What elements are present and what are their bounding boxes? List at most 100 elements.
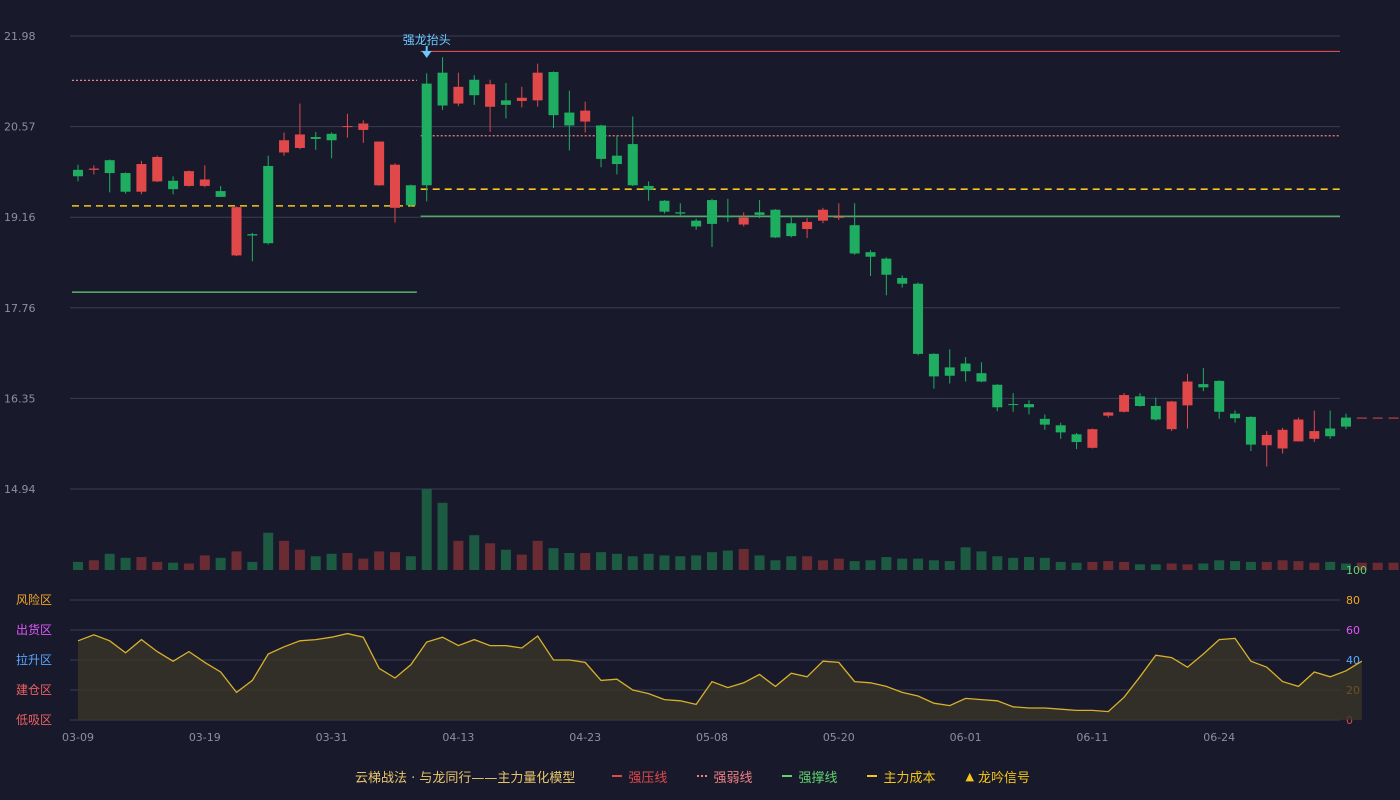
- volume-bar: [707, 552, 717, 570]
- candle-body: [294, 134, 305, 148]
- x-tick-label: 04-23: [569, 731, 601, 744]
- legend-item-support: 强撑线: [782, 767, 837, 786]
- volume-bar: [1055, 561, 1066, 570]
- candle-body: [152, 156, 163, 182]
- candle-body: [817, 209, 828, 221]
- volume-bar: [675, 556, 686, 570]
- volume-bar: [897, 558, 908, 570]
- volume-bar: [104, 553, 115, 570]
- candle-body: [802, 221, 813, 230]
- volume-bar: [374, 551, 385, 570]
- volume-bar: [1293, 561, 1304, 570]
- volume-bar: [1372, 562, 1383, 570]
- indicator-zone-label: 风险区: [16, 592, 52, 607]
- volume-bar: [817, 560, 828, 570]
- candlesticks: [73, 57, 1399, 467]
- candle-body: [786, 223, 797, 237]
- volume-bar: [691, 555, 702, 570]
- legend-item-cost: 主力成本: [867, 767, 935, 786]
- volume-bar: [913, 558, 924, 570]
- candle-body: [310, 137, 321, 139]
- volume-bar: [1388, 562, 1399, 570]
- reference-lines: [72, 50, 1340, 293]
- volume-bar: [1182, 564, 1193, 570]
- x-tick-label: 03-31: [316, 731, 348, 744]
- x-tick-label: 03-09: [62, 731, 94, 744]
- candle-body: [247, 234, 258, 236]
- volume-bar: [1214, 560, 1225, 570]
- candle-body: [1325, 428, 1336, 437]
- volume-bar: [73, 561, 83, 570]
- candle-body: [1261, 434, 1272, 446]
- volume-bar: [1087, 561, 1098, 570]
- x-tick-label: 05-20: [823, 731, 855, 744]
- volume-bar: [1261, 561, 1272, 570]
- candle-body: [73, 169, 83, 177]
- signal-label: 强龙抬头: [403, 33, 451, 47]
- candle-body: [675, 212, 686, 214]
- candle-body: [1341, 417, 1351, 427]
- candle-body: [754, 212, 765, 215]
- volume-bar: [1103, 561, 1114, 570]
- volume-bar: [469, 535, 480, 570]
- volume-bar: [865, 560, 876, 570]
- price-tick-label: 19.16: [4, 211, 36, 224]
- candle-body: [500, 100, 511, 105]
- candle-body: [738, 217, 749, 225]
- legend-label-signal: 龙吟信号: [977, 770, 1030, 786]
- volume-bar: [1245, 561, 1256, 570]
- candle-body: [1150, 405, 1161, 420]
- indicator-panel: 806040200风险区出货区拉升区建仓区低吸区: [16, 592, 1363, 727]
- indicator-zone-label: 低吸区: [16, 713, 52, 727]
- legend-swatch-strength: [697, 775, 708, 777]
- indicator-zone-label: 拉升区: [16, 652, 52, 667]
- candle-body: [374, 141, 385, 186]
- candle-body: [183, 171, 194, 186]
- volume-bar: [310, 556, 321, 570]
- volume-bar: [152, 561, 163, 570]
- volume-bar: [849, 561, 860, 570]
- candle-body: [1055, 425, 1066, 433]
- volume-bar: [1039, 557, 1050, 570]
- candle-body: [1230, 413, 1241, 419]
- x-tick-label: 06-11: [1076, 731, 1108, 744]
- volume-bar: [485, 543, 496, 570]
- volume-bar: [136, 557, 147, 570]
- volume-bar: [1309, 562, 1320, 570]
- candle-body: [120, 173, 131, 192]
- indicator-line: [77, 632, 1363, 713]
- candle-body: [358, 123, 369, 130]
- price-axis: 21.98 20.57 19.16 17.76 16.35 14.94: [4, 30, 36, 496]
- candle-body: [88, 168, 99, 170]
- volume-bar: [992, 556, 1003, 570]
- candle-body: [1008, 404, 1019, 406]
- candle-body: [231, 207, 242, 256]
- legend-item-resistance: 强压线: [612, 767, 667, 786]
- volume-bar: [786, 556, 797, 570]
- candle-body: [1214, 380, 1225, 412]
- candle-body: [928, 353, 939, 377]
- candle-body: [1245, 416, 1256, 445]
- legend-swatch-resistance: [612, 775, 623, 777]
- volume-bar: [976, 551, 987, 570]
- volume-bar: [199, 555, 210, 570]
- candle-body: [548, 72, 559, 116]
- volume-bar: [1341, 563, 1351, 570]
- candle-body: [279, 140, 290, 153]
- candle-body: [1071, 434, 1082, 443]
- candle-body: [770, 209, 781, 238]
- candle-body: [136, 164, 147, 192]
- candle-body: [342, 126, 353, 128]
- candle-body: [390, 164, 400, 208]
- signal-marker: 强龙抬头: [403, 33, 451, 58]
- volume-bar: [1198, 563, 1209, 570]
- legend-title: 云梯战法 · 与龙同行——主力量化模型: [355, 770, 576, 786]
- x-tick-label: 06-01: [950, 731, 982, 744]
- candle-body: [104, 160, 115, 174]
- volume-bar: [390, 552, 400, 570]
- candle-body: [437, 72, 448, 106]
- candle-body: [1388, 417, 1399, 419]
- price-tick-label: 16.35: [4, 392, 36, 405]
- candle-body: [1166, 401, 1177, 430]
- volume-max-label: 100: [1346, 564, 1367, 577]
